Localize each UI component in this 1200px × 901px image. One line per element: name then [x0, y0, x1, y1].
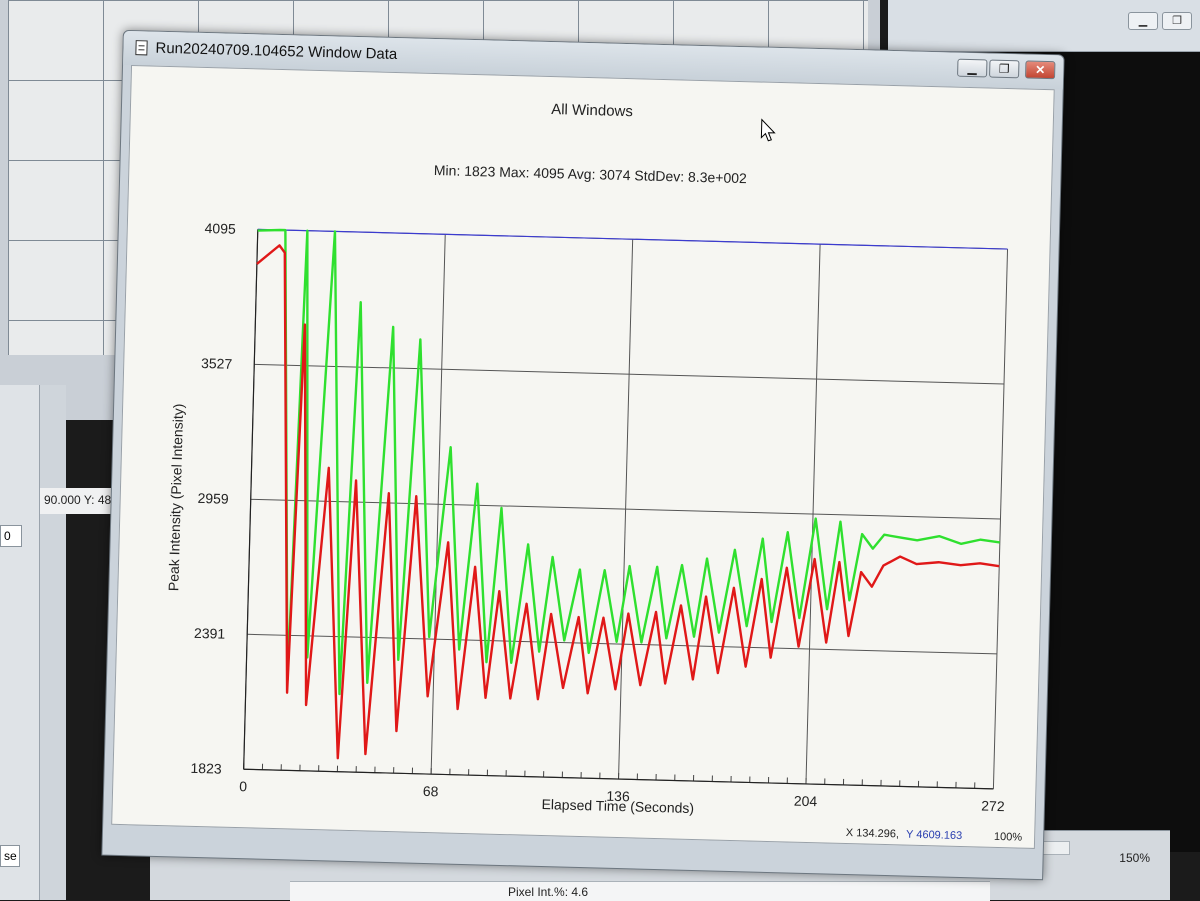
- maximize-button[interactable]: ❐: [989, 60, 1019, 79]
- side-strip: [40, 385, 66, 900]
- background-right-window: ▁ ❐: [888, 0, 1200, 52]
- cursor-x-readout: X 134.296,: [846, 827, 900, 840]
- x-tick-label: 272: [981, 798, 1005, 815]
- background-minimize-button[interactable]: ▁: [1128, 12, 1158, 30]
- background-maximize-button[interactable]: ❐: [1162, 12, 1192, 30]
- x-tick-label: 0: [239, 778, 247, 794]
- plot-area[interactable]: All Windows Min: 1823 Max: 4095 Avg: 307…: [111, 65, 1055, 849]
- x-tick-label: 68: [423, 783, 439, 799]
- y-axis-label: Peak Intensity (Pixel Intensity): [165, 403, 186, 591]
- document-icon: [135, 40, 147, 55]
- x-tick-label: 204: [794, 793, 818, 810]
- y-tick-label: 4095: [204, 220, 236, 237]
- mouse-pointer-icon: [760, 119, 777, 143]
- plot-zoom-level: 100%: [994, 831, 1022, 844]
- left-action-button[interactable]: se: [0, 845, 20, 867]
- window-data-dialog: Run20240709.104652 Window Data ▁ ❐ ✕ All…: [101, 30, 1064, 880]
- left-numeric-field[interactable]: 0: [0, 525, 22, 547]
- minimize-button[interactable]: ▁: [957, 59, 987, 78]
- left-tool-panel: 0 se: [0, 385, 40, 900]
- y-tick-label: 1823: [190, 760, 222, 777]
- pixel-intensity-status: Pixel Int.%: 4.6: [508, 885, 588, 899]
- y-tick-label: 2391: [194, 625, 226, 642]
- cursor-y-readout: Y 4609.163: [906, 829, 962, 842]
- background-status-row: Pixel Int.%: 4.6: [290, 881, 990, 901]
- window-title: Run20240709.104652 Window Data: [155, 40, 397, 63]
- y-tick-label: 3527: [201, 355, 233, 372]
- background-zoom-level: 150%: [1119, 851, 1150, 865]
- close-button[interactable]: ✕: [1025, 60, 1055, 79]
- y-tick-label: 2959: [197, 490, 229, 507]
- x-axis-label: Elapsed Time (Seconds): [541, 796, 694, 816]
